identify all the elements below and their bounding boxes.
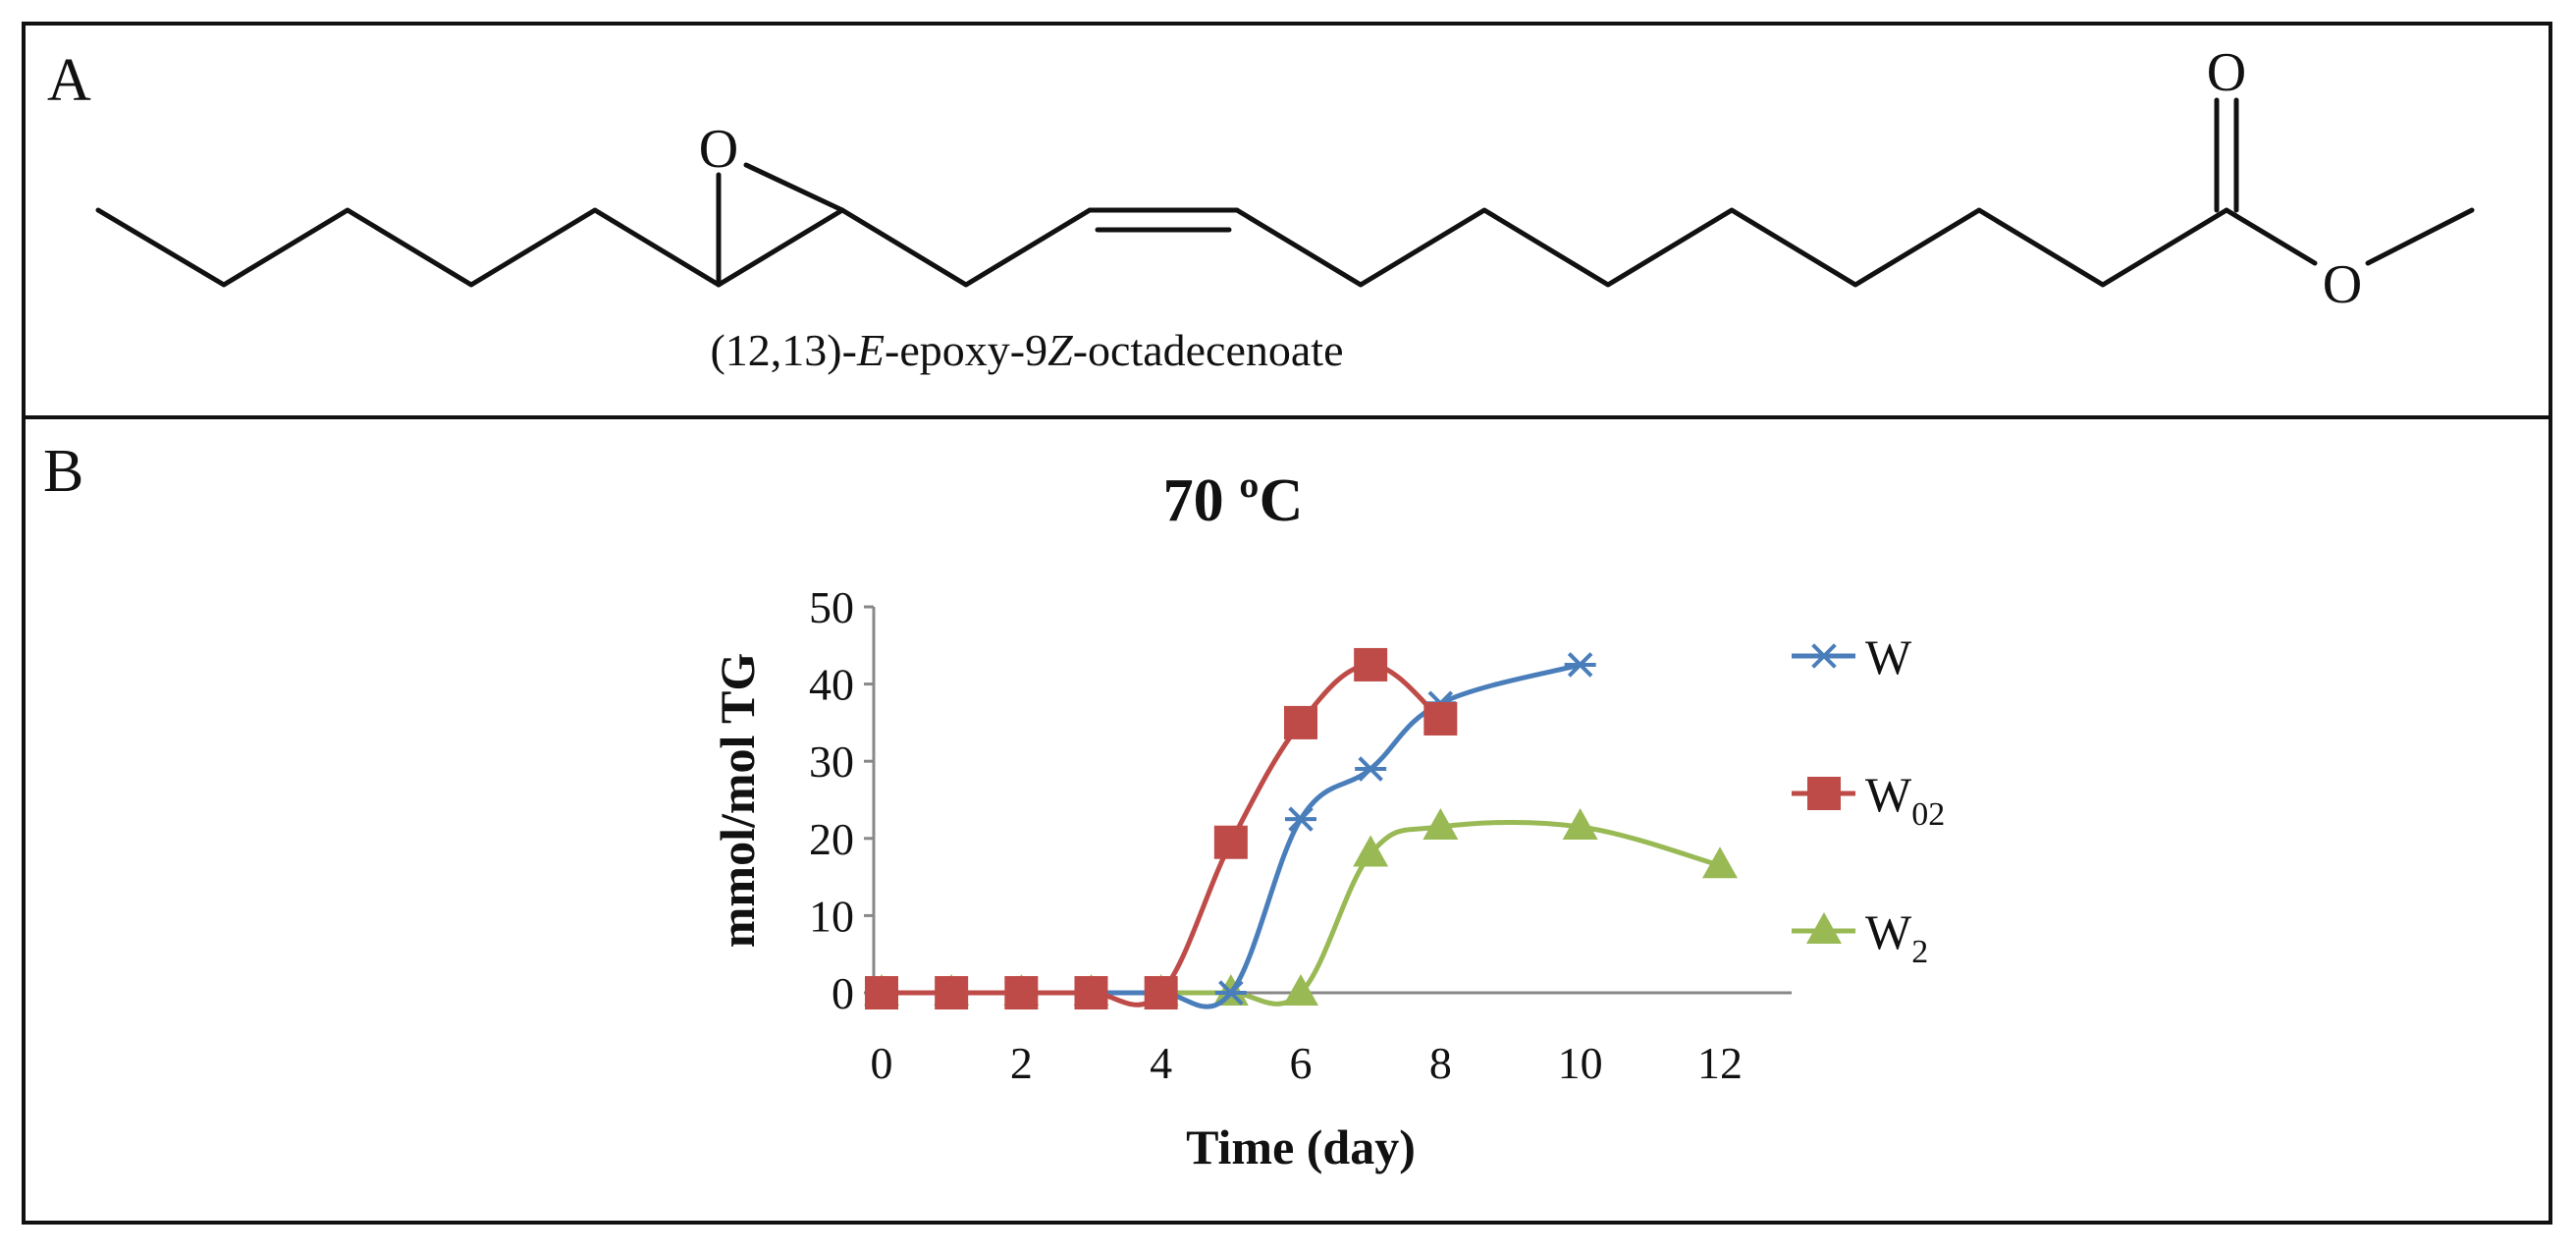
caption-italic-z: Z (1047, 325, 1073, 375)
epoxide-bond-c12-o (743, 162, 845, 213)
x-tick-label: 6 (1290, 1038, 1313, 1088)
data-point (1702, 846, 1738, 879)
y-axis-title: mmol/mol TG (710, 653, 765, 948)
x-tick-label: 10 (1558, 1038, 1603, 1088)
chart-title: 70 ºC (1163, 467, 1304, 534)
x-axis-title: Time (day) (1186, 1119, 1416, 1174)
epoxide-oxygen: O (699, 119, 738, 180)
data-point (1213, 825, 1248, 859)
legend-item-w: W (1792, 629, 1912, 684)
data-point (1074, 976, 1108, 1009)
legend-label: W (1865, 629, 1912, 684)
panel-a-label: A (47, 47, 91, 114)
caption-suffix: -octadecenoate (1073, 325, 1344, 375)
legend-label-main: W (1865, 629, 1912, 684)
legend-label-subscript: 02 (1911, 796, 1945, 833)
legend-label-main: W (1865, 904, 1912, 959)
compound-caption: (12,13)-E-epoxy-9Z-octadecenoate (710, 325, 1343, 375)
data-point (1144, 976, 1178, 1009)
panel-a: A O O O (12,13)-E-epoxy-9Z-octadecenoa (47, 42, 2475, 375)
panel-b-label: B (43, 438, 83, 505)
epoxide-bond-c12-c13 (716, 207, 845, 288)
data-point (1423, 701, 1458, 736)
molecule-structure (95, 97, 2475, 288)
legend-label-subscript: 2 (1911, 934, 1928, 970)
data-point (865, 976, 898, 1009)
y-tick-label: 20 (809, 814, 854, 864)
carbonyl-oxygen: O (2207, 42, 2246, 103)
legend-label-main: W (1865, 767, 1912, 822)
data-point (1354, 647, 1388, 682)
y-tick-label: 0 (832, 968, 854, 1018)
y-tick-label: 40 (809, 660, 854, 710)
x-tick-label: 0 (871, 1038, 893, 1088)
data-point (1562, 808, 1598, 841)
data-point (1004, 976, 1039, 1009)
legend-item-w2: W2 (1792, 904, 1928, 970)
series-w02 (865, 647, 1458, 1009)
x-tick-label: 2 (1010, 1038, 1033, 1088)
caption-italic-e: E (856, 325, 885, 375)
data-point (1422, 808, 1459, 841)
x-tick-label: 4 (1150, 1038, 1172, 1088)
data-point (1285, 806, 1316, 832)
data-point (1355, 756, 1387, 782)
y-tick-label: 30 (809, 736, 854, 787)
ester-bond-och3 (2365, 207, 2475, 266)
legend-marker (1806, 912, 1842, 944)
legend-item-w02: W02 (1792, 767, 1945, 833)
alkyl-chain-tail (95, 207, 722, 288)
data-point (1214, 980, 1247, 1006)
legend-marker (1807, 777, 1841, 810)
caption-prefix: (12,13)- (710, 325, 856, 375)
legend-marker (1808, 643, 1840, 669)
figure-frame (22, 22, 2552, 1225)
chain-to-alkene (839, 207, 1093, 288)
alkyl-chain-head (1234, 207, 2229, 288)
x-tick-label: 12 (1697, 1038, 1743, 1088)
series-w2 (864, 808, 1738, 1007)
data-point (935, 976, 969, 1009)
y-tick-label: 50 (809, 582, 854, 632)
caption-middle: -epoxy-9 (885, 325, 1047, 375)
ester-oxygen: O (2323, 254, 2362, 315)
x-tick-label: 8 (1429, 1038, 1452, 1088)
series-line (881, 662, 1442, 1008)
y-tick-label: 10 (809, 891, 854, 941)
data-point (1353, 835, 1389, 867)
legend-label: W02 (1865, 767, 1945, 833)
data-point (1284, 705, 1317, 739)
ester-bond-co (2224, 207, 2318, 266)
data-point (1564, 652, 1596, 678)
data-point (1283, 974, 1318, 1006)
legend-label: W2 (1865, 904, 1928, 970)
